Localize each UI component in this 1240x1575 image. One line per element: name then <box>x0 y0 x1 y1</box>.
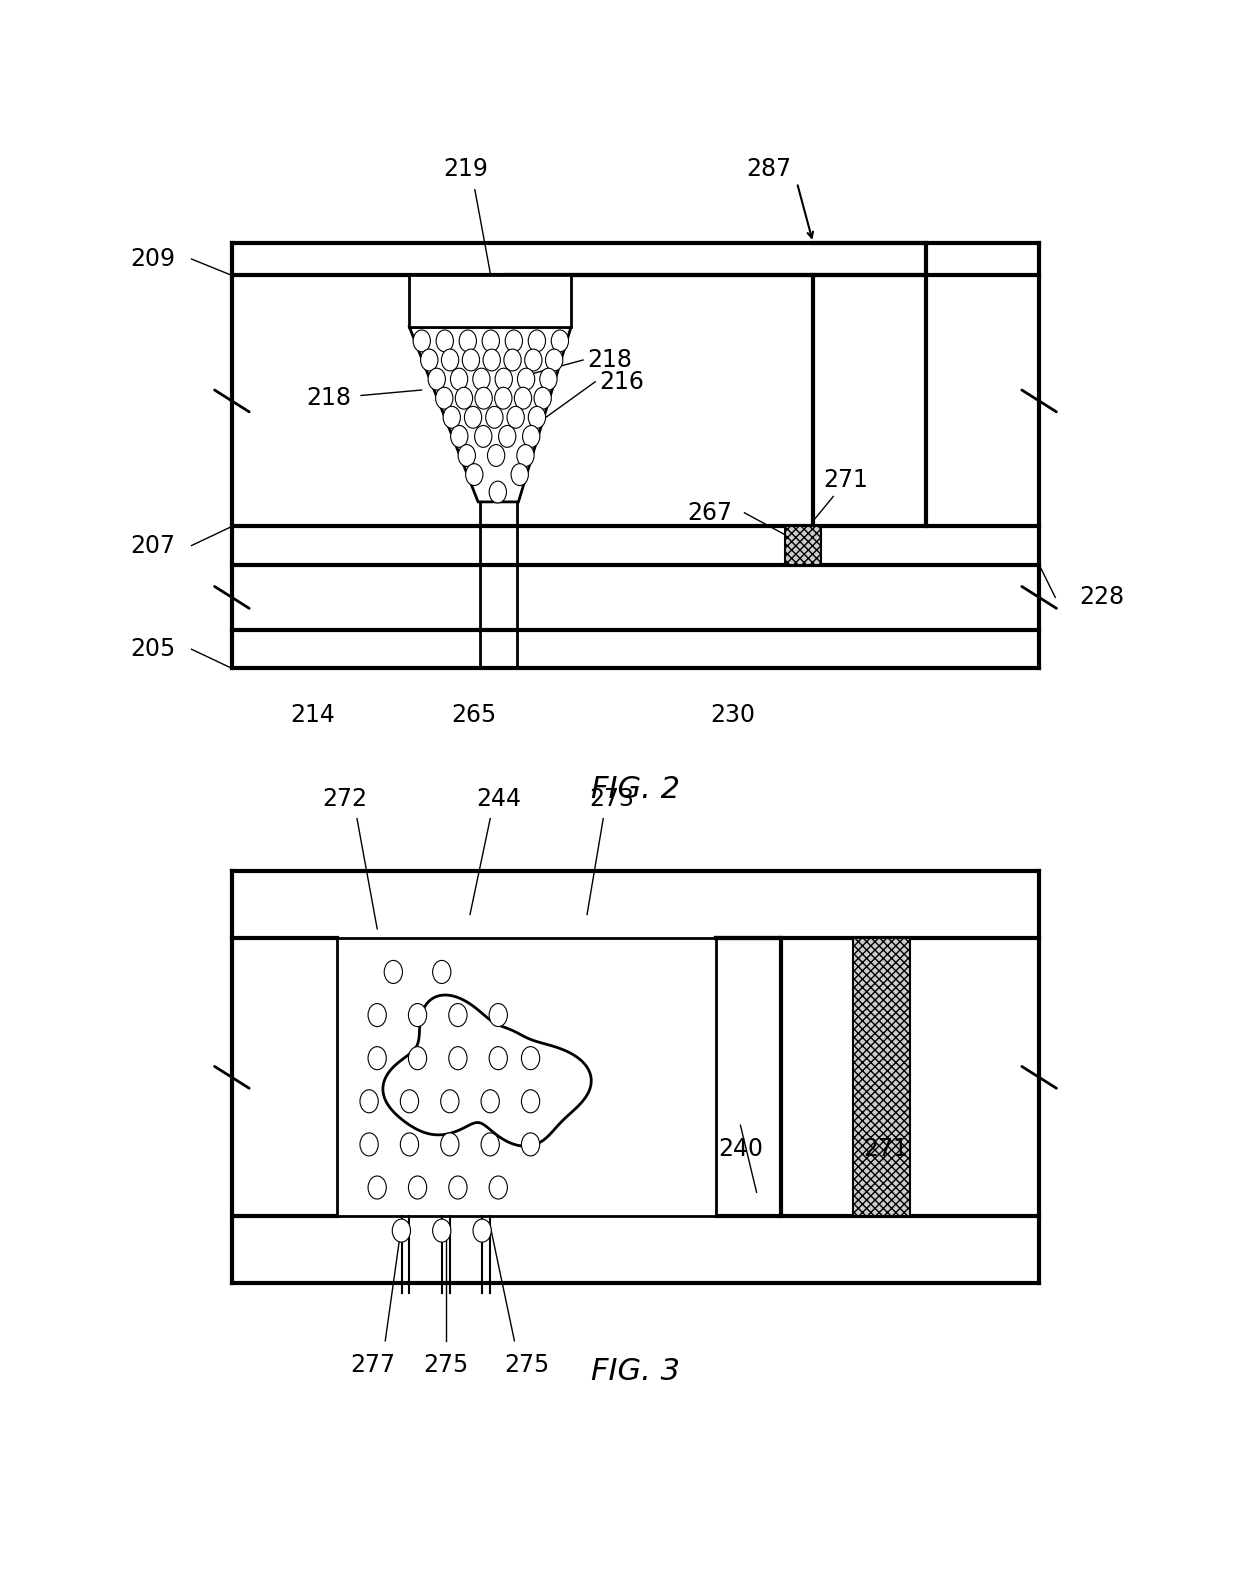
Circle shape <box>472 369 490 391</box>
Bar <box>853 939 910 1216</box>
Circle shape <box>435 387 453 410</box>
Text: 267: 267 <box>687 501 733 524</box>
Circle shape <box>517 369 534 391</box>
Circle shape <box>482 331 500 351</box>
Circle shape <box>433 1219 451 1243</box>
Circle shape <box>458 444 475 466</box>
Circle shape <box>522 1090 539 1114</box>
Circle shape <box>505 331 522 351</box>
Circle shape <box>522 1132 539 1156</box>
Circle shape <box>507 406 525 428</box>
Text: 230: 230 <box>709 702 755 726</box>
Text: 275: 275 <box>423 1353 469 1377</box>
Circle shape <box>486 406 503 428</box>
Circle shape <box>498 425 516 447</box>
Text: 271: 271 <box>863 1137 908 1161</box>
Text: 218: 218 <box>587 348 632 372</box>
Bar <box>337 939 717 1216</box>
Circle shape <box>368 1177 387 1199</box>
Text: 275: 275 <box>503 1353 549 1377</box>
Circle shape <box>436 331 454 351</box>
Circle shape <box>472 1219 491 1243</box>
Circle shape <box>450 369 467 391</box>
Text: 277: 277 <box>351 1353 396 1377</box>
Text: 205: 205 <box>130 638 175 661</box>
Polygon shape <box>409 328 570 502</box>
Circle shape <box>443 406 460 428</box>
Circle shape <box>511 463 528 485</box>
Circle shape <box>539 369 557 391</box>
Text: 216: 216 <box>599 370 644 394</box>
Circle shape <box>528 406 546 428</box>
Circle shape <box>401 1090 419 1114</box>
Text: 265: 265 <box>451 702 497 726</box>
Text: 271: 271 <box>823 468 868 491</box>
Circle shape <box>392 1219 410 1243</box>
Circle shape <box>481 1132 500 1156</box>
Text: 218: 218 <box>306 386 351 410</box>
Circle shape <box>489 480 506 502</box>
Circle shape <box>522 425 539 447</box>
Circle shape <box>475 425 492 447</box>
Text: 244: 244 <box>476 788 521 811</box>
Circle shape <box>534 387 552 410</box>
Circle shape <box>420 350 438 370</box>
Text: FIG. 2: FIG. 2 <box>591 775 680 803</box>
Circle shape <box>489 1177 507 1199</box>
Text: 219: 219 <box>444 158 489 181</box>
Circle shape <box>465 406 481 428</box>
Circle shape <box>481 1090 500 1114</box>
Circle shape <box>413 331 430 351</box>
Circle shape <box>449 1003 467 1027</box>
Circle shape <box>484 350 501 370</box>
Circle shape <box>487 444 505 466</box>
Text: 207: 207 <box>130 534 175 558</box>
Circle shape <box>408 1177 427 1199</box>
Text: 209: 209 <box>130 247 175 271</box>
Circle shape <box>441 350 459 370</box>
Bar <box>785 526 821 565</box>
Circle shape <box>440 1090 459 1114</box>
Circle shape <box>528 331 546 351</box>
Circle shape <box>552 331 569 351</box>
Circle shape <box>515 387 532 410</box>
Text: 228: 228 <box>1080 586 1125 610</box>
Circle shape <box>368 1003 387 1027</box>
Circle shape <box>368 1047 387 1069</box>
Circle shape <box>384 961 403 983</box>
Circle shape <box>489 1047 507 1069</box>
Circle shape <box>408 1047 427 1069</box>
Circle shape <box>475 387 492 410</box>
Circle shape <box>450 425 467 447</box>
Text: 214: 214 <box>290 702 335 726</box>
Circle shape <box>495 387 512 410</box>
Circle shape <box>463 350 480 370</box>
Polygon shape <box>383 995 591 1147</box>
Bar <box>409 276 570 328</box>
Text: 240: 240 <box>718 1137 763 1161</box>
Circle shape <box>489 1003 507 1027</box>
Circle shape <box>360 1132 378 1156</box>
Circle shape <box>449 1047 467 1069</box>
Text: 287: 287 <box>746 158 791 181</box>
Circle shape <box>459 331 476 351</box>
Text: FIG. 3: FIG. 3 <box>591 1358 680 1386</box>
Circle shape <box>360 1090 378 1114</box>
Circle shape <box>495 369 512 391</box>
Circle shape <box>440 1132 459 1156</box>
Circle shape <box>517 444 534 466</box>
Circle shape <box>525 350 542 370</box>
Circle shape <box>455 387 472 410</box>
Text: 272: 272 <box>322 788 367 811</box>
Circle shape <box>428 369 445 391</box>
Circle shape <box>408 1003 427 1027</box>
Text: 273: 273 <box>589 788 634 811</box>
Circle shape <box>401 1132 419 1156</box>
Circle shape <box>546 350 563 370</box>
Circle shape <box>449 1177 467 1199</box>
Circle shape <box>433 961 451 983</box>
Circle shape <box>503 350 521 370</box>
Circle shape <box>466 463 482 485</box>
Circle shape <box>522 1047 539 1069</box>
